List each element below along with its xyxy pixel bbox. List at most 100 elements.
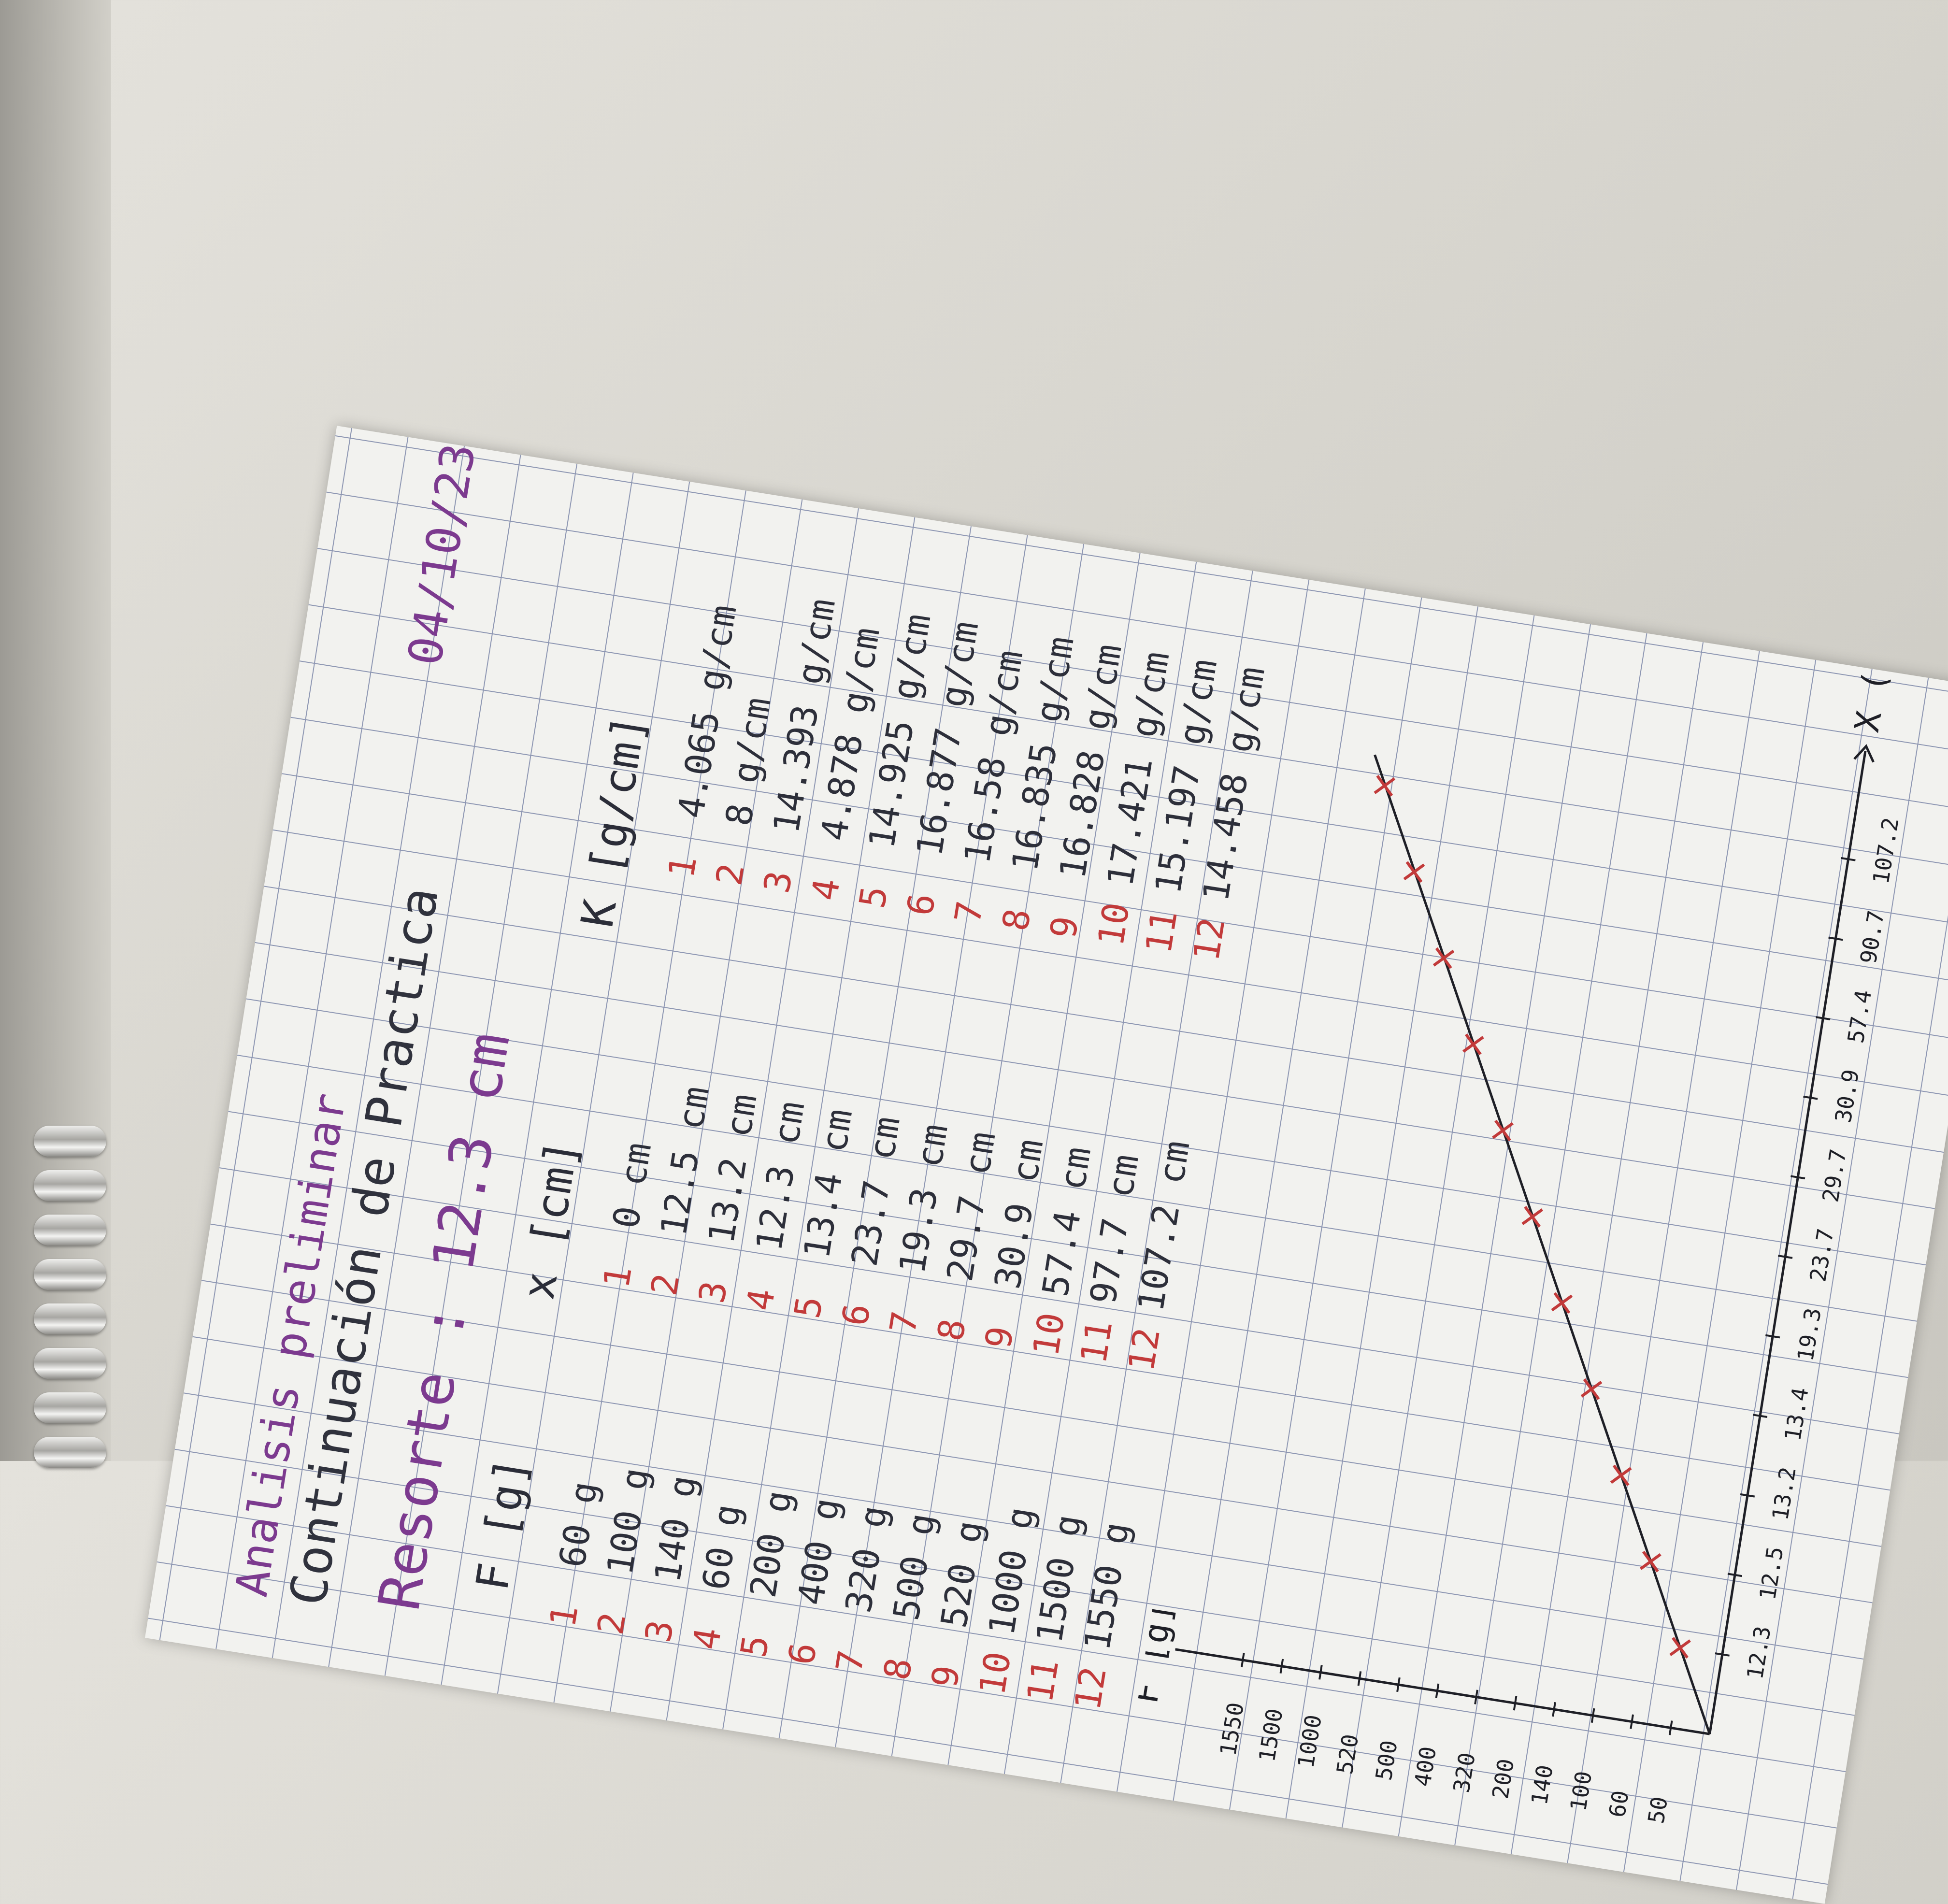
row-index-x: 11 bbox=[1073, 1317, 1121, 1367]
spiral-ring bbox=[34, 1259, 106, 1290]
y-tick-label: 60 bbox=[1604, 1789, 1634, 1819]
header-elongation: x [cm] bbox=[512, 1136, 589, 1303]
y-axis-label: F [g] bbox=[1129, 1600, 1180, 1706]
data-point-cross bbox=[1464, 1033, 1482, 1055]
x-tick-label: 13.4 bbox=[1779, 1386, 1814, 1443]
spiral-ring bbox=[34, 1437, 106, 1468]
row-index-x: 3 bbox=[691, 1278, 736, 1306]
data-point-cross bbox=[1494, 1119, 1511, 1142]
spiral-ring bbox=[34, 1392, 106, 1423]
data-point-cross bbox=[1524, 1206, 1541, 1228]
x-tick bbox=[1715, 1652, 1730, 1657]
x-tick bbox=[1765, 1334, 1780, 1339]
y-tick-label: 1000 bbox=[1292, 1713, 1327, 1770]
row-index-x: 1 bbox=[595, 1263, 640, 1291]
row-index: 11 bbox=[1019, 1656, 1067, 1706]
data-point-cross bbox=[1672, 1637, 1689, 1659]
x-tick bbox=[1778, 1255, 1793, 1259]
row-index-k: 2 bbox=[708, 860, 753, 888]
x-tick-label: 13.2 bbox=[1767, 1465, 1801, 1522]
row-index: 5 bbox=[732, 1632, 777, 1661]
row-index-x: 9 bbox=[977, 1323, 1022, 1352]
x-tick-label: 30.9 bbox=[1830, 1068, 1864, 1125]
data-point-cross bbox=[1405, 861, 1423, 883]
y-tick bbox=[1590, 1708, 1595, 1723]
y-tick bbox=[1318, 1665, 1323, 1680]
row-index: 4 bbox=[685, 1625, 730, 1653]
header-constant: K [g/cm] bbox=[571, 711, 656, 931]
y-tick-label: 50 bbox=[1643, 1795, 1673, 1825]
row-index-k: 12 bbox=[1185, 915, 1233, 964]
x-tick-label: 107.2 bbox=[1868, 816, 1904, 886]
row-index-x: 7 bbox=[882, 1308, 927, 1336]
y-tick-label: 200 bbox=[1487, 1757, 1519, 1801]
x-tick bbox=[1740, 1493, 1755, 1498]
y-tick bbox=[1396, 1677, 1401, 1692]
row-index: 6 bbox=[780, 1640, 825, 1668]
y-tick-label: 140 bbox=[1526, 1763, 1558, 1807]
row-index-k: 10 bbox=[1090, 900, 1138, 949]
y-tick bbox=[1279, 1659, 1284, 1674]
y-tick-label: 400 bbox=[1409, 1745, 1441, 1789]
x-tick bbox=[1841, 857, 1856, 861]
x-tick bbox=[1816, 1016, 1831, 1020]
data-point-cross bbox=[1553, 1292, 1571, 1314]
x-tick bbox=[1828, 936, 1843, 941]
row-index: 7 bbox=[828, 1647, 873, 1675]
row-index-k: 5 bbox=[851, 883, 896, 911]
spiral-ring bbox=[34, 1348, 106, 1379]
row-index: 12 bbox=[1067, 1664, 1115, 1713]
row-index-x: 12 bbox=[1120, 1325, 1169, 1374]
row-index-k: 11 bbox=[1138, 907, 1186, 957]
row-index-k: 6 bbox=[899, 890, 944, 919]
y-tick bbox=[1357, 1671, 1362, 1686]
x-tick bbox=[1727, 1573, 1743, 1577]
row-index-k: 9 bbox=[1042, 913, 1087, 942]
row-index: 2 bbox=[589, 1609, 634, 1638]
data-point-cross bbox=[1642, 1550, 1659, 1573]
x-tick bbox=[1803, 1095, 1818, 1100]
notebook-page: Analisis preliminar Continuación de Prac… bbox=[145, 426, 1948, 1904]
x-tick-label: 90.7 bbox=[1855, 908, 1890, 965]
row-index-x: 10 bbox=[1025, 1310, 1073, 1359]
spiral-ring bbox=[34, 1126, 106, 1157]
spiral-ring bbox=[34, 1215, 106, 1245]
spiral-binding bbox=[0, 0, 111, 1468]
x-tick-label: 19.3 bbox=[1792, 1306, 1826, 1363]
x-tick-label: 57.4 bbox=[1843, 988, 1877, 1045]
row-index-k: 8 bbox=[994, 906, 1039, 934]
row-index-k: 7 bbox=[946, 898, 991, 926]
data-point-cross bbox=[1435, 947, 1452, 969]
x-tick bbox=[1752, 1414, 1768, 1418]
y-tick-label: 1500 bbox=[1254, 1707, 1288, 1764]
header-force: F [g] bbox=[466, 1454, 538, 1594]
spiral-ring bbox=[34, 1170, 106, 1201]
row-index-x: 5 bbox=[786, 1293, 831, 1321]
spiral-ring bbox=[34, 1303, 106, 1334]
y-tick bbox=[1240, 1652, 1245, 1668]
y-tick-label: 520 bbox=[1332, 1732, 1363, 1776]
y-tick bbox=[1630, 1714, 1634, 1729]
y-tick-label: 1550 bbox=[1215, 1701, 1249, 1758]
row-index: 10 bbox=[971, 1648, 1019, 1698]
data-point-cross bbox=[1583, 1378, 1600, 1400]
x-axis-arrow bbox=[1853, 744, 1875, 763]
x-tick-label: 23.7 bbox=[1805, 1227, 1839, 1284]
row-index-x: 8 bbox=[930, 1316, 974, 1344]
row-index: 8 bbox=[876, 1655, 921, 1683]
row-index: 9 bbox=[923, 1662, 968, 1690]
y-tick bbox=[1668, 1720, 1673, 1735]
y-tick-label: 100 bbox=[1565, 1769, 1597, 1813]
y-tick bbox=[1513, 1696, 1518, 1711]
row-index: 1 bbox=[542, 1602, 587, 1630]
x-tick-label: 29.7 bbox=[1817, 1147, 1851, 1204]
y-tick bbox=[1435, 1683, 1440, 1698]
x-tick bbox=[1790, 1175, 1805, 1180]
y-tick bbox=[1474, 1689, 1478, 1704]
row-index-k: 3 bbox=[756, 868, 801, 896]
data-point-cross bbox=[1612, 1464, 1630, 1487]
x-axis bbox=[1708, 751, 1867, 1734]
row-index-k: 1 bbox=[660, 853, 705, 881]
row-index-k: 4 bbox=[803, 875, 848, 903]
row-index-x: 4 bbox=[739, 1286, 784, 1314]
